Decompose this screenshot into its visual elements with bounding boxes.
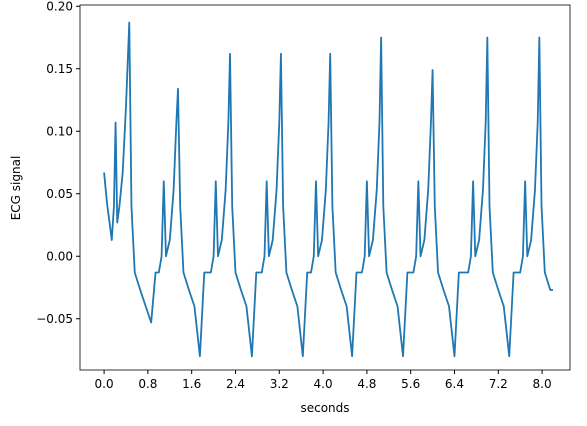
x-tick-label: 4.0 xyxy=(314,377,333,391)
x-tick-label: 3.2 xyxy=(270,377,289,391)
x-tick-label: 0.8 xyxy=(138,377,157,391)
y-tick-label: −0.05 xyxy=(36,312,73,326)
x-tick-label: 7.2 xyxy=(489,377,508,391)
x-tick-label: 8.0 xyxy=(533,377,552,391)
x-tick-label: 4.8 xyxy=(357,377,376,391)
plot-frame xyxy=(79,4,571,371)
y-tick-label: 0.05 xyxy=(46,187,73,201)
y-axis-label: ECG signal xyxy=(9,156,23,221)
x-tick-label: 0.0 xyxy=(95,377,114,391)
x-tick-label: 6.4 xyxy=(445,377,464,391)
y-tick-label: 0.00 xyxy=(46,249,73,263)
x-tick-label: 1.6 xyxy=(182,377,201,391)
line xyxy=(103,21,554,358)
y-tick-label: 0.10 xyxy=(46,124,73,138)
x-axis-label: seconds xyxy=(300,401,349,415)
y-tick-label: 0.20 xyxy=(46,0,73,13)
x-tick-label: 2.4 xyxy=(226,377,245,391)
y-tick-label: 0.15 xyxy=(46,62,73,76)
x-tick-label: 5.6 xyxy=(401,377,420,391)
